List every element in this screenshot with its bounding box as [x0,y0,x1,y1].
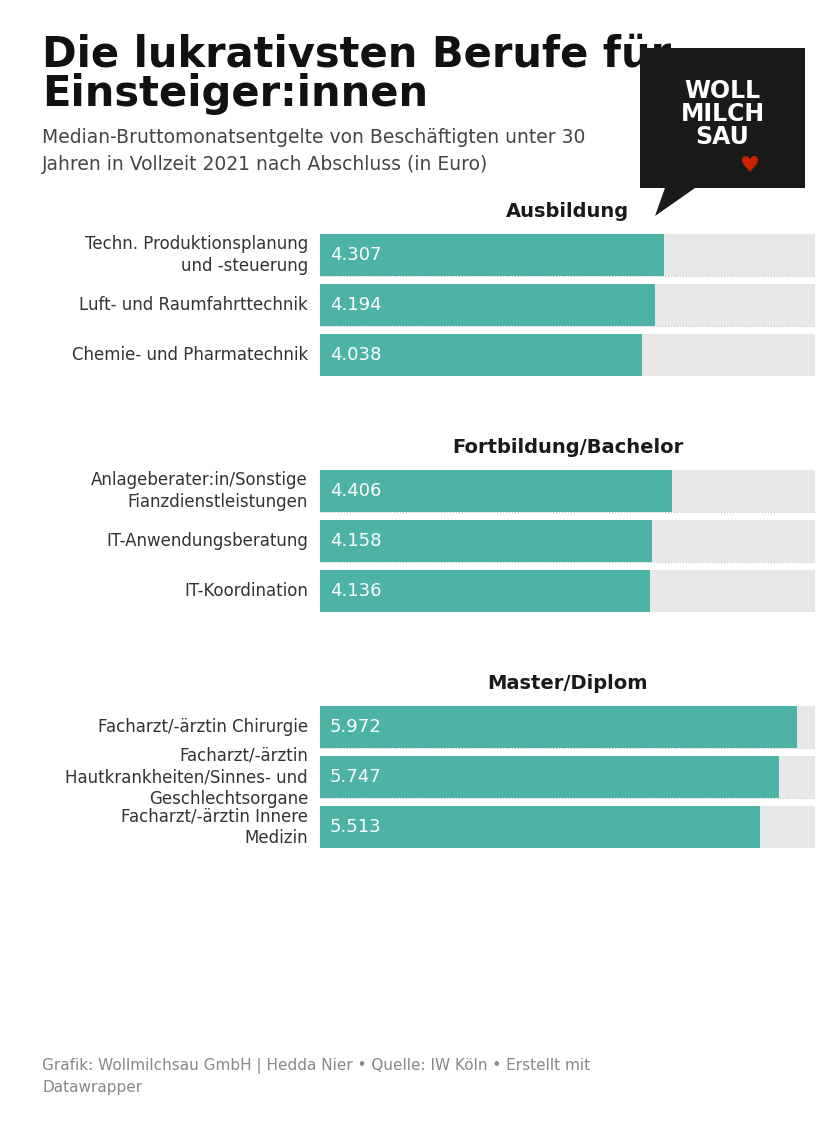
FancyBboxPatch shape [320,234,815,277]
Text: ♥: ♥ [741,156,760,176]
FancyBboxPatch shape [320,756,779,798]
FancyBboxPatch shape [320,234,664,277]
FancyBboxPatch shape [320,806,815,848]
Text: Luft- und Raumfahrttechnik: Luft- und Raumfahrttechnik [79,296,308,314]
Text: Techn. Produktionsplanung
und -steuerung: Techn. Produktionsplanung und -steuerung [85,236,308,274]
Text: 4.307: 4.307 [330,246,381,264]
FancyBboxPatch shape [320,333,643,376]
FancyBboxPatch shape [320,470,672,512]
Text: Chemie- und Pharmatechnik: Chemie- und Pharmatechnik [71,346,308,364]
Text: IT-Anwendungsberatung: IT-Anwendungsberatung [106,531,308,550]
Text: 4.194: 4.194 [330,296,381,314]
Text: IT-Koordination: IT-Koordination [184,582,308,600]
Text: Facharzt/-ärztin Chirurgie: Facharzt/-ärztin Chirurgie [98,718,308,736]
Text: Grafik: Wollmilchsau GmbH | Hedda Nier • Quelle: IW Köln • Erstellt mit
Datawrap: Grafik: Wollmilchsau GmbH | Hedda Nier •… [42,1058,591,1095]
FancyBboxPatch shape [320,470,815,512]
Text: WOLL
MILCH
SAU: WOLL MILCH SAU [680,79,764,149]
FancyBboxPatch shape [320,520,652,562]
Text: 5.513: 5.513 [330,818,381,836]
FancyBboxPatch shape [320,570,650,612]
Text: Master/Diplom: Master/Diplom [487,674,648,693]
Text: Fortbildung/Bachelor: Fortbildung/Bachelor [452,438,683,457]
FancyBboxPatch shape [320,706,815,748]
Text: 5.747: 5.747 [330,768,381,786]
Text: 5.972: 5.972 [330,718,381,736]
Text: 4.158: 4.158 [330,531,381,550]
Text: 4.406: 4.406 [330,483,381,500]
Text: Ausbildung: Ausbildung [506,203,629,221]
Text: Die lukrativsten Berufe für: Die lukrativsten Berufe für [42,33,671,75]
Polygon shape [655,188,695,216]
Text: Anlageberater:in/Sonstige
Fianzdienstleistungen: Anlageberater:in/Sonstige Fianzdienstlei… [92,471,308,511]
Text: 4.136: 4.136 [330,582,381,600]
FancyBboxPatch shape [640,48,805,188]
Text: Facharzt/-ärztin Innere
Medizin: Facharzt/-ärztin Innere Medizin [121,807,308,847]
FancyBboxPatch shape [320,520,815,562]
FancyBboxPatch shape [320,333,815,376]
Text: Einsteiger:innen: Einsteiger:innen [42,73,428,115]
FancyBboxPatch shape [320,284,815,325]
FancyBboxPatch shape [320,806,760,848]
FancyBboxPatch shape [320,570,815,612]
Text: 4.038: 4.038 [330,346,381,364]
FancyBboxPatch shape [320,284,655,325]
FancyBboxPatch shape [320,706,797,748]
FancyBboxPatch shape [320,756,815,798]
Text: Facharzt/-ärztin
Hautkrankheiten/Sinnes- und
Geschlechtsorgane: Facharzt/-ärztin Hautkrankheiten/Sinnes-… [66,747,308,808]
Text: Median-Bruttomonatsentgelte von Beschäftigten unter 30
Jahren in Vollzeit 2021 n: Median-Bruttomonatsentgelte von Beschäft… [42,127,585,173]
